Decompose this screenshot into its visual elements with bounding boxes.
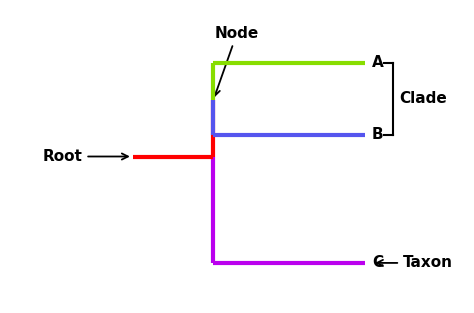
Text: Clade: Clade xyxy=(399,91,447,106)
Text: C: C xyxy=(372,255,383,270)
Text: A: A xyxy=(372,55,384,70)
Text: Taxon: Taxon xyxy=(377,255,453,270)
Text: Root: Root xyxy=(43,149,128,164)
Text: B: B xyxy=(372,127,384,142)
Text: Node: Node xyxy=(214,26,259,96)
